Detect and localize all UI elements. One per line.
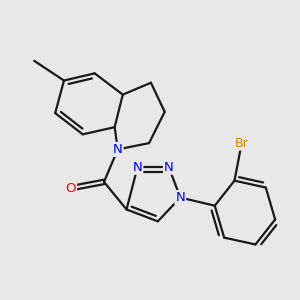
Text: N: N: [133, 161, 142, 174]
Text: N: N: [176, 191, 185, 204]
Text: N: N: [113, 143, 123, 156]
Text: Br: Br: [235, 136, 248, 150]
Text: O: O: [66, 182, 76, 195]
Text: N: N: [164, 161, 174, 174]
